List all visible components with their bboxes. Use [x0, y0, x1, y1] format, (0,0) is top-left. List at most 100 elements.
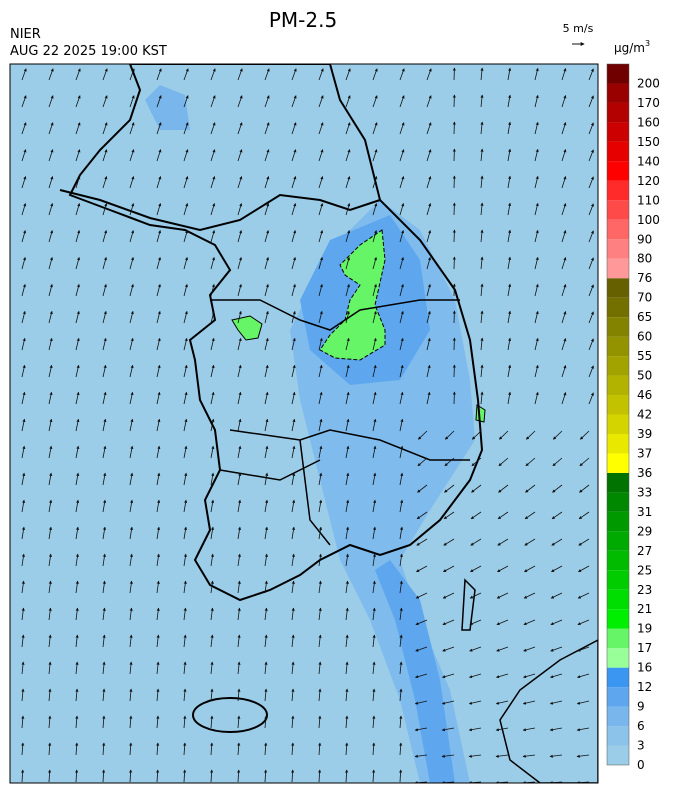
wind-arrow [156, 310, 161, 324]
colorbar-band [607, 511, 629, 532]
wind-arrow [75, 607, 79, 621]
wind-arrow [156, 149, 162, 162]
wind-arrow [183, 526, 188, 540]
unit-sup: 3 [645, 39, 650, 48]
wind-arrow [237, 607, 241, 621]
wind-arrow [588, 176, 594, 189]
wind-arrow [507, 337, 512, 351]
wind-arrow [48, 229, 54, 243]
wind-arrow [21, 68, 27, 81]
wind-arrow [470, 511, 482, 520]
colorbar-band [607, 297, 629, 318]
wind-arrow [480, 175, 484, 189]
wind-arrow [102, 364, 107, 378]
wind-arrow [21, 202, 27, 216]
wind-arrow [102, 742, 106, 756]
wind-arrow [399, 283, 404, 297]
colorbar-band [607, 375, 629, 396]
wind-arrow [129, 149, 135, 162]
wind-arrow [469, 619, 482, 626]
wind-arrow [345, 68, 351, 81]
colorbar-band [607, 317, 629, 337]
wind-arrow [372, 95, 378, 108]
wind-arrow [291, 391, 296, 405]
wind-arrow [75, 742, 79, 756]
wind-arrow [442, 592, 455, 599]
wind-arrow [264, 68, 270, 81]
wind-arrow [507, 256, 512, 270]
wind-arrow [75, 715, 79, 729]
wind-arrow [415, 619, 428, 626]
wind-arrow [561, 176, 567, 189]
wind-arrow [21, 634, 25, 648]
wind-arrow [345, 176, 351, 189]
wind-arrow [48, 661, 52, 675]
wind-arrow [579, 457, 590, 467]
wind-arrow [102, 418, 107, 432]
colorbar-label: 50 [637, 369, 652, 383]
wind-arrow [237, 68, 243, 81]
wind-arrow [237, 256, 243, 270]
wind-arrow [480, 391, 484, 405]
wind-arrow [264, 364, 269, 378]
wind-arrow [183, 202, 189, 216]
wind-arrow [416, 511, 428, 520]
wind-arrow [48, 149, 54, 162]
source: NIER [10, 27, 41, 42]
wind-arrow [588, 122, 594, 135]
wind-arrow [345, 472, 350, 486]
wind-arrow [534, 175, 539, 189]
wind-arrow [344, 769, 349, 783]
wind-arrow [534, 364, 539, 378]
wind-arrow [21, 526, 26, 540]
wind-arrow [415, 646, 428, 652]
wind-arrow [75, 688, 79, 702]
wind-arrow [102, 526, 107, 540]
wind-arrow [155, 769, 160, 783]
wind-arrow [345, 391, 350, 405]
wind-arrow [522, 754, 536, 758]
wind-arrow [534, 256, 539, 270]
wind-arrow [318, 742, 322, 756]
colorbar-label: 29 [637, 524, 652, 538]
wind-arrow [75, 472, 80, 486]
wind-arrow [210, 229, 216, 243]
wind-arrow [496, 619, 509, 626]
wind-arrow [75, 256, 81, 270]
wind-arrow [48, 418, 53, 432]
wind-arrow [183, 391, 188, 405]
wind-arrow [372, 310, 377, 324]
wind-arrow [561, 392, 567, 405]
wind-arrow [372, 202, 378, 216]
wind-arrow [21, 95, 27, 108]
wind-arrow [507, 94, 512, 108]
wind-arrow [129, 202, 135, 216]
wind-arrow [210, 607, 214, 621]
wind-arrow [534, 202, 539, 216]
wind-arrow [183, 364, 188, 378]
wind-arrow [399, 202, 405, 216]
wind-arrow [291, 176, 297, 189]
wind-arrow [480, 310, 484, 324]
wind-arrow [129, 634, 133, 648]
wind-arrow [534, 391, 539, 405]
wind-arrow [507, 175, 512, 189]
colorbar-band [607, 180, 629, 201]
wind-arrow [534, 67, 539, 81]
wind-arrow [156, 364, 161, 378]
wind-arrow [318, 553, 322, 567]
wind-arrow [129, 122, 135, 135]
wind-arrow [534, 229, 539, 243]
wind-arrow [345, 283, 350, 297]
wind-arrow [498, 457, 509, 467]
wind-arrow [102, 202, 108, 216]
wind-arrow [75, 229, 81, 243]
wind-arrow [156, 229, 162, 243]
wind-arrow [291, 256, 297, 270]
wind-arrow [210, 68, 216, 81]
wind-arrow [399, 661, 403, 675]
wind-arrow [156, 715, 160, 729]
wind-arrow [237, 202, 243, 216]
wind-arrow [507, 229, 512, 243]
